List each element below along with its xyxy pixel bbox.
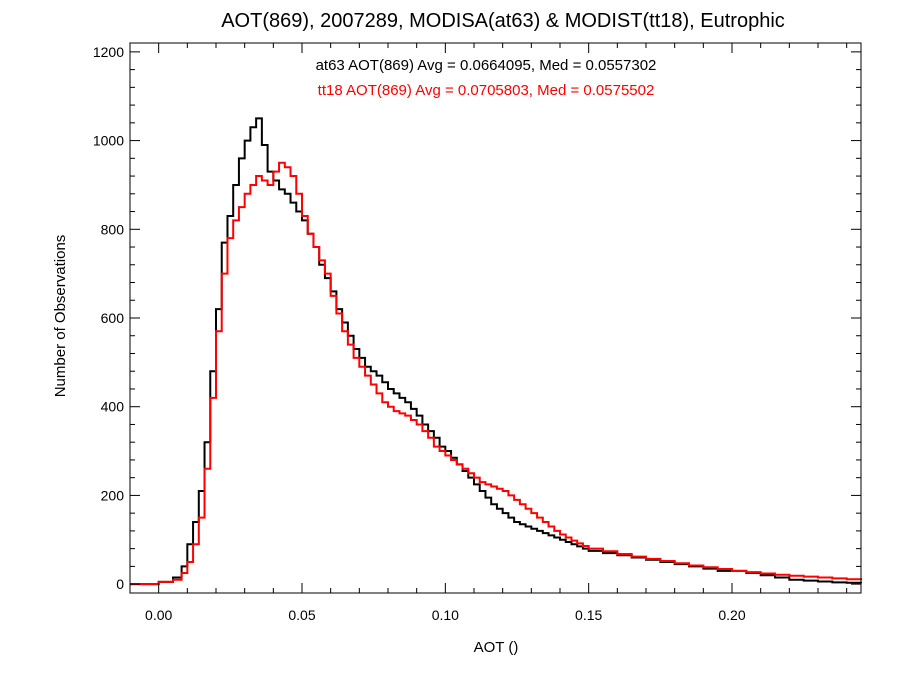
- chart-title: AOT(869), 2007289, MODISA(at63) & MODIST…: [221, 10, 785, 32]
- x-tick-label: 0.20: [718, 607, 745, 623]
- y-axis-label: Number of Observations: [52, 235, 69, 398]
- plot-frame: [129, 42, 862, 594]
- x-axis-label: AOT (): [474, 639, 519, 656]
- x-tick-label: 0.10: [432, 607, 459, 623]
- y-tick-label: 400: [101, 399, 125, 415]
- y-tick-label: 600: [101, 310, 125, 326]
- annotation-at63-stats: at63 AOT(869) Avg = 0.0664095, Med = 0.0…: [316, 57, 657, 74]
- series-layer: [130, 117, 862, 586]
- y-tick-label: 1200: [93, 44, 124, 60]
- series-tt18-histogram: [130, 161, 862, 586]
- axis-ticks: 0.00 0.05 0.10 0.15 0.20 0 200 400 600 800 1000 120…: [93, 43, 861, 623]
- y-tick-label: 800: [101, 221, 125, 237]
- annotation-tt18-stats: tt18 AOT(869) Avg = 0.0705803, Med = 0.0…: [318, 82, 655, 99]
- x-tick-label: 0.05: [288, 607, 315, 623]
- y-tick-label: 1000: [93, 133, 124, 149]
- y-tick-label: 200: [101, 487, 125, 503]
- series-at63-histogram: [130, 117, 862, 586]
- x-tick-label: 0.15: [575, 607, 602, 623]
- y-tick-label: 0: [116, 576, 124, 592]
- x-tick-label: 0.00: [145, 607, 172, 623]
